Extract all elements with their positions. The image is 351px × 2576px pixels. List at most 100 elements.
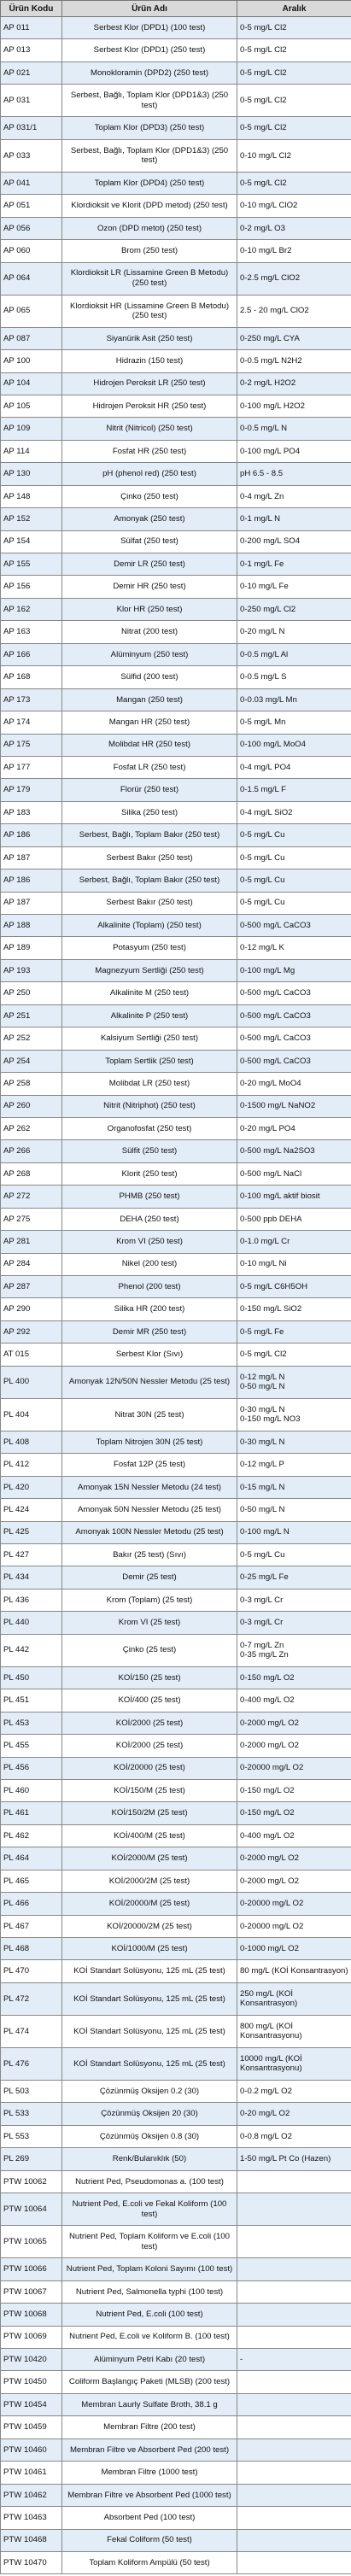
- column-header-code: Ürün Kodu: [0, 0, 62, 17]
- product-name: PHMB (250 test): [61, 1185, 237, 1209]
- product-range: [237, 2528, 351, 2552]
- product-name: KOİ/150/2M (25 test): [61, 1801, 237, 1825]
- product-name: Nikel (200 test): [61, 1252, 237, 1277]
- product-name: Nutrient Ped, Salmonella typhi (100 test…: [61, 2280, 237, 2304]
- product-range: 0-5 mg/L C6H5OH: [237, 1274, 351, 1299]
- product-name: Magnezyum Sertliği (250 test): [61, 958, 237, 983]
- product-name: Membran Filtre ve Absorbent Ped (1000 te…: [61, 2483, 237, 2508]
- product-range: [237, 2415, 351, 2439]
- product-range: 0-400 mg/L O2: [237, 1689, 351, 1712]
- table-row: AT 015 Serbest Klor (Sıvı) 0-5 mg/L Cl2: [0, 1343, 351, 1367]
- table-row: PL 453 KOİ/2000 (25 test) 0-2000 mg/L O2: [0, 1711, 351, 1736]
- table-row: AP 258 Molibdat LR (250 test) 0-20 mg/L Mo…: [0, 1072, 351, 1096]
- product-code: AP 051: [0, 194, 62, 218]
- product-code: PL 476: [0, 2046, 62, 2081]
- table-row: PL 461 KOİ/150/2M (25 test) 0-150 mg/L O2: [0, 1801, 351, 1825]
- product-range: 0-100 mg/L PO4: [237, 439, 351, 464]
- product-code: PL 533: [0, 2102, 62, 2126]
- table-row: PTW 10450 Coliform Başlangıç Paketi (MLSB…: [0, 2370, 351, 2394]
- product-code: PTW 10062: [0, 2169, 62, 2194]
- product-code: AP 275: [0, 1207, 62, 1232]
- product-name: Nutrient Ped, Toplam Koloni Sayımı (100 …: [61, 2257, 237, 2281]
- product-code: AP 105: [0, 394, 62, 419]
- product-code: PL 460: [0, 1778, 62, 1803]
- product-code: PTW 10459: [0, 2415, 62, 2439]
- product-range: 0-250 mg/L CYA: [237, 326, 351, 351]
- product-code: AP 013: [0, 38, 62, 62]
- product-code: AP 021: [0, 61, 62, 85]
- product-code: AP 033: [0, 138, 62, 173]
- product-range: 0-500 mg/L CaCO3: [237, 1027, 351, 1051]
- product-range: 0-500 mg/L CaCO3: [237, 1004, 351, 1028]
- table-row: AP 179 Florür (250 test) 0-1.5 mg/L F: [0, 778, 351, 802]
- product-code: PTW 10065: [0, 2225, 62, 2259]
- product-code: AP 268: [0, 1162, 62, 1186]
- product-range: 0-5 mg/L Cl2: [237, 38, 351, 62]
- product-range: 0-20000 mg/L O2: [237, 1892, 351, 1916]
- product-code: AP 041: [0, 171, 62, 196]
- product-code: AP 193: [0, 958, 62, 983]
- product-name: Demir LR (250 test): [61, 552, 237, 577]
- product-code: AP 064: [0, 261, 62, 296]
- product-code: PL 503: [0, 2079, 62, 2104]
- product-name: Nutrient Ped, E.coli (100 test): [61, 2303, 237, 2327]
- product-range: 0-5 mg/L Cu: [237, 823, 351, 847]
- product-range: [237, 2438, 351, 2462]
- table-row: PL 503 Çözünmüş Oksijen 0.2 (30) 0-0.2 mg/…: [0, 2079, 351, 2104]
- table-row: AP 060 Brom (250 test) 0-10 mg/L Br2: [0, 239, 351, 263]
- product-code: PL 467: [0, 1914, 62, 1939]
- product-range: 0-10 mg/L Ni: [237, 1252, 351, 1277]
- product-name: Amonyak 15N Nessler Metodu (24 test): [61, 1475, 237, 1500]
- product-range: 0-1000 mg/L O2: [237, 1937, 351, 1961]
- table-row: PL 442 Çinko (25 test) 0-7 mg/L Zn 0-35 mg/…: [0, 1633, 351, 1667]
- product-code: AP 109: [0, 417, 62, 441]
- product-name: Toplam Sertlik (250 test): [61, 1049, 237, 1074]
- product-code: AP 187: [0, 891, 62, 916]
- product-range: [237, 2461, 351, 2485]
- product-range: 0-500 mg/L CaCO3: [237, 981, 351, 1005]
- product-name: Alkalinite P (250 test): [61, 1004, 237, 1028]
- table-row: PL 400 Amonyak 12N/50N Nessler Metodu (25…: [0, 1365, 351, 1399]
- table-row: PTW 10420 Alüminyum Petri Kabı (20 test) -: [0, 2347, 351, 2372]
- product-name: KOİ Standart Solüsyonu, 125 mL (25 test): [61, 1982, 237, 2016]
- table-row: PTW 10468 Fekal Coliform (50 test): [0, 2528, 351, 2552]
- table-row: PL 466 KOİ/20000/M (25 test) 0-20000 mg/L …: [0, 1892, 351, 1916]
- product-name: Coliform Başlangıç Paketi (MLSB) (200 te…: [61, 2370, 237, 2394]
- product-range: 0-500 mg/L NaCl: [237, 1162, 351, 1186]
- table-row: AP 011 Serbest Klor (DPD1) (100 test) 0-5 …: [0, 15, 351, 40]
- product-name: Çözünmüş Oksijen 20 (30): [61, 2102, 237, 2126]
- product-range: 10000 mg/L (KOİ Konsantrasyonu): [237, 2046, 351, 2081]
- product-range: 0-3 mg/L Cr: [237, 1588, 351, 1613]
- product-name: Sülfat (250 test): [61, 530, 237, 554]
- table-row: PL 412 Fosfat 12P (25 test) 0-12 mg/L P: [0, 1453, 351, 1477]
- product-name: KOİ/20000/2M (25 test): [61, 1914, 237, 1939]
- table-row: AP 260 Nitrit (Nitriphot) (250 test) 0-150…: [0, 1094, 351, 1118]
- product-name: Silika HR (200 test): [61, 1297, 237, 1321]
- product-code: PL 455: [0, 1734, 62, 1758]
- product-code: AP 252: [0, 1027, 62, 1051]
- product-range: 0-0.2 mg/L O2: [237, 2079, 351, 2104]
- product-range: 0-10 mg/L Fe: [237, 575, 351, 599]
- product-name: Potasyum (250 test): [61, 936, 237, 960]
- table-row: AP 013 Serbest Klor (DPD1) (250 test) 0-5 …: [0, 38, 351, 62]
- product-code: AP 287: [0, 1274, 62, 1299]
- product-range: 80 mg/L (KOİ Konsantrasyon): [237, 1959, 351, 1983]
- product-name: Nitrat (200 test): [61, 620, 237, 644]
- product-code: PL 427: [0, 1543, 62, 1567]
- table-row: PTW 10066 Nutrient Ped, Toplam Koloni Say…: [0, 2257, 351, 2281]
- product-range: 0-5 mg/L Cu: [237, 846, 351, 870]
- product-name: Serbest, Bağlı, Toplam Bakır (250 test): [61, 869, 237, 893]
- table-row: AP 268 Klorit (250 test) 0-500 mg/L NaCl: [0, 1162, 351, 1186]
- table-row: AP 186 Serbest, Bağlı, Toplam Bakır (250 …: [0, 823, 351, 847]
- product-name: Klordioksit HR (Lissamine Green B Metodu…: [61, 294, 237, 328]
- product-code: PL 464: [0, 1847, 62, 1871]
- product-code: AP 262: [0, 1116, 62, 1141]
- table-row: AP 021 Monokloramin (DPD2) (250 test) 0-5 …: [0, 61, 351, 85]
- table-row: PTW 10454 Membran Laurly Sulfate Broth, 3…: [0, 2392, 351, 2417]
- product-code: AP 031/1: [0, 116, 62, 140]
- table-row: PTW 10067 Nutrient Ped, Salmonella typhi …: [0, 2280, 351, 2304]
- table-row: AP 251 Alkalinite P (250 test) 0-500 mg/L …: [0, 1004, 351, 1028]
- table-row: AP 109 Nitrit (Nitricol) (250 test) 0-0.5 …: [0, 417, 351, 441]
- product-range: 0-200 mg/L SO4: [237, 530, 351, 554]
- product-name: Krom VI (250 test): [61, 1230, 237, 1254]
